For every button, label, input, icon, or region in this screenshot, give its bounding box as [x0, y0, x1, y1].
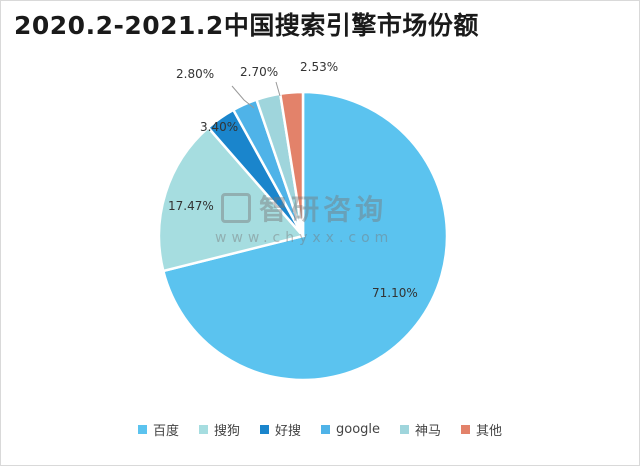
- legend-label: 百度: [152, 424, 179, 439]
- legend-item-google: google: [320, 422, 381, 437]
- legend-item-搜狗: 搜狗: [198, 420, 240, 439]
- legend-item-好搜: 好搜: [259, 420, 301, 439]
- legend-item-百度: 百度: [137, 420, 179, 439]
- legend-label: 搜狗: [213, 424, 240, 439]
- legend-swatch: [137, 425, 147, 434]
- leader-line-神马: [275, 81, 281, 97]
- legend-swatch: [198, 425, 208, 434]
- legend-label: 其他: [476, 424, 503, 439]
- legend-swatch: [461, 425, 471, 434]
- data-label-神马: 2.70%: [240, 65, 278, 79]
- legend-item-其他: 其他: [461, 420, 502, 439]
- pie-slice-其他: [278, 90, 305, 237]
- data-label-搜狗: 17.47%: [168, 199, 214, 213]
- data-label-百度: 71.10%: [372, 286, 418, 300]
- chart-legend: 百度 搜狗 好搜 google 神马 其他: [0, 420, 640, 439]
- legend-label: 神马: [415, 424, 442, 439]
- legend-swatch: [320, 425, 330, 434]
- legend-label: google: [335, 422, 381, 437]
- pie-slice-搜狗: [157, 125, 306, 273]
- legend-swatch: [259, 425, 269, 434]
- data-label-好搜: 3.40%: [200, 120, 238, 134]
- leader-line-google: [231, 85, 255, 109]
- legend-swatch: [400, 425, 410, 434]
- data-label-其他: 2.53%: [300, 60, 338, 74]
- legend-item-神马: 神马: [400, 420, 441, 439]
- legend-label: 好搜: [274, 424, 301, 439]
- data-label-google: 2.80%: [176, 67, 214, 81]
- pie-slice-百度: [161, 90, 449, 382]
- chart-title: 2020.2-2021.2中国搜索引擎市场份额: [14, 11, 479, 40]
